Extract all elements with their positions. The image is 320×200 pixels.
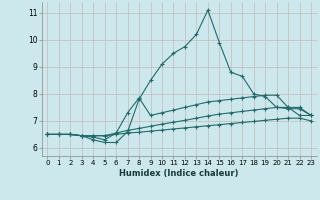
X-axis label: Humidex (Indice chaleur): Humidex (Indice chaleur) bbox=[119, 169, 239, 178]
